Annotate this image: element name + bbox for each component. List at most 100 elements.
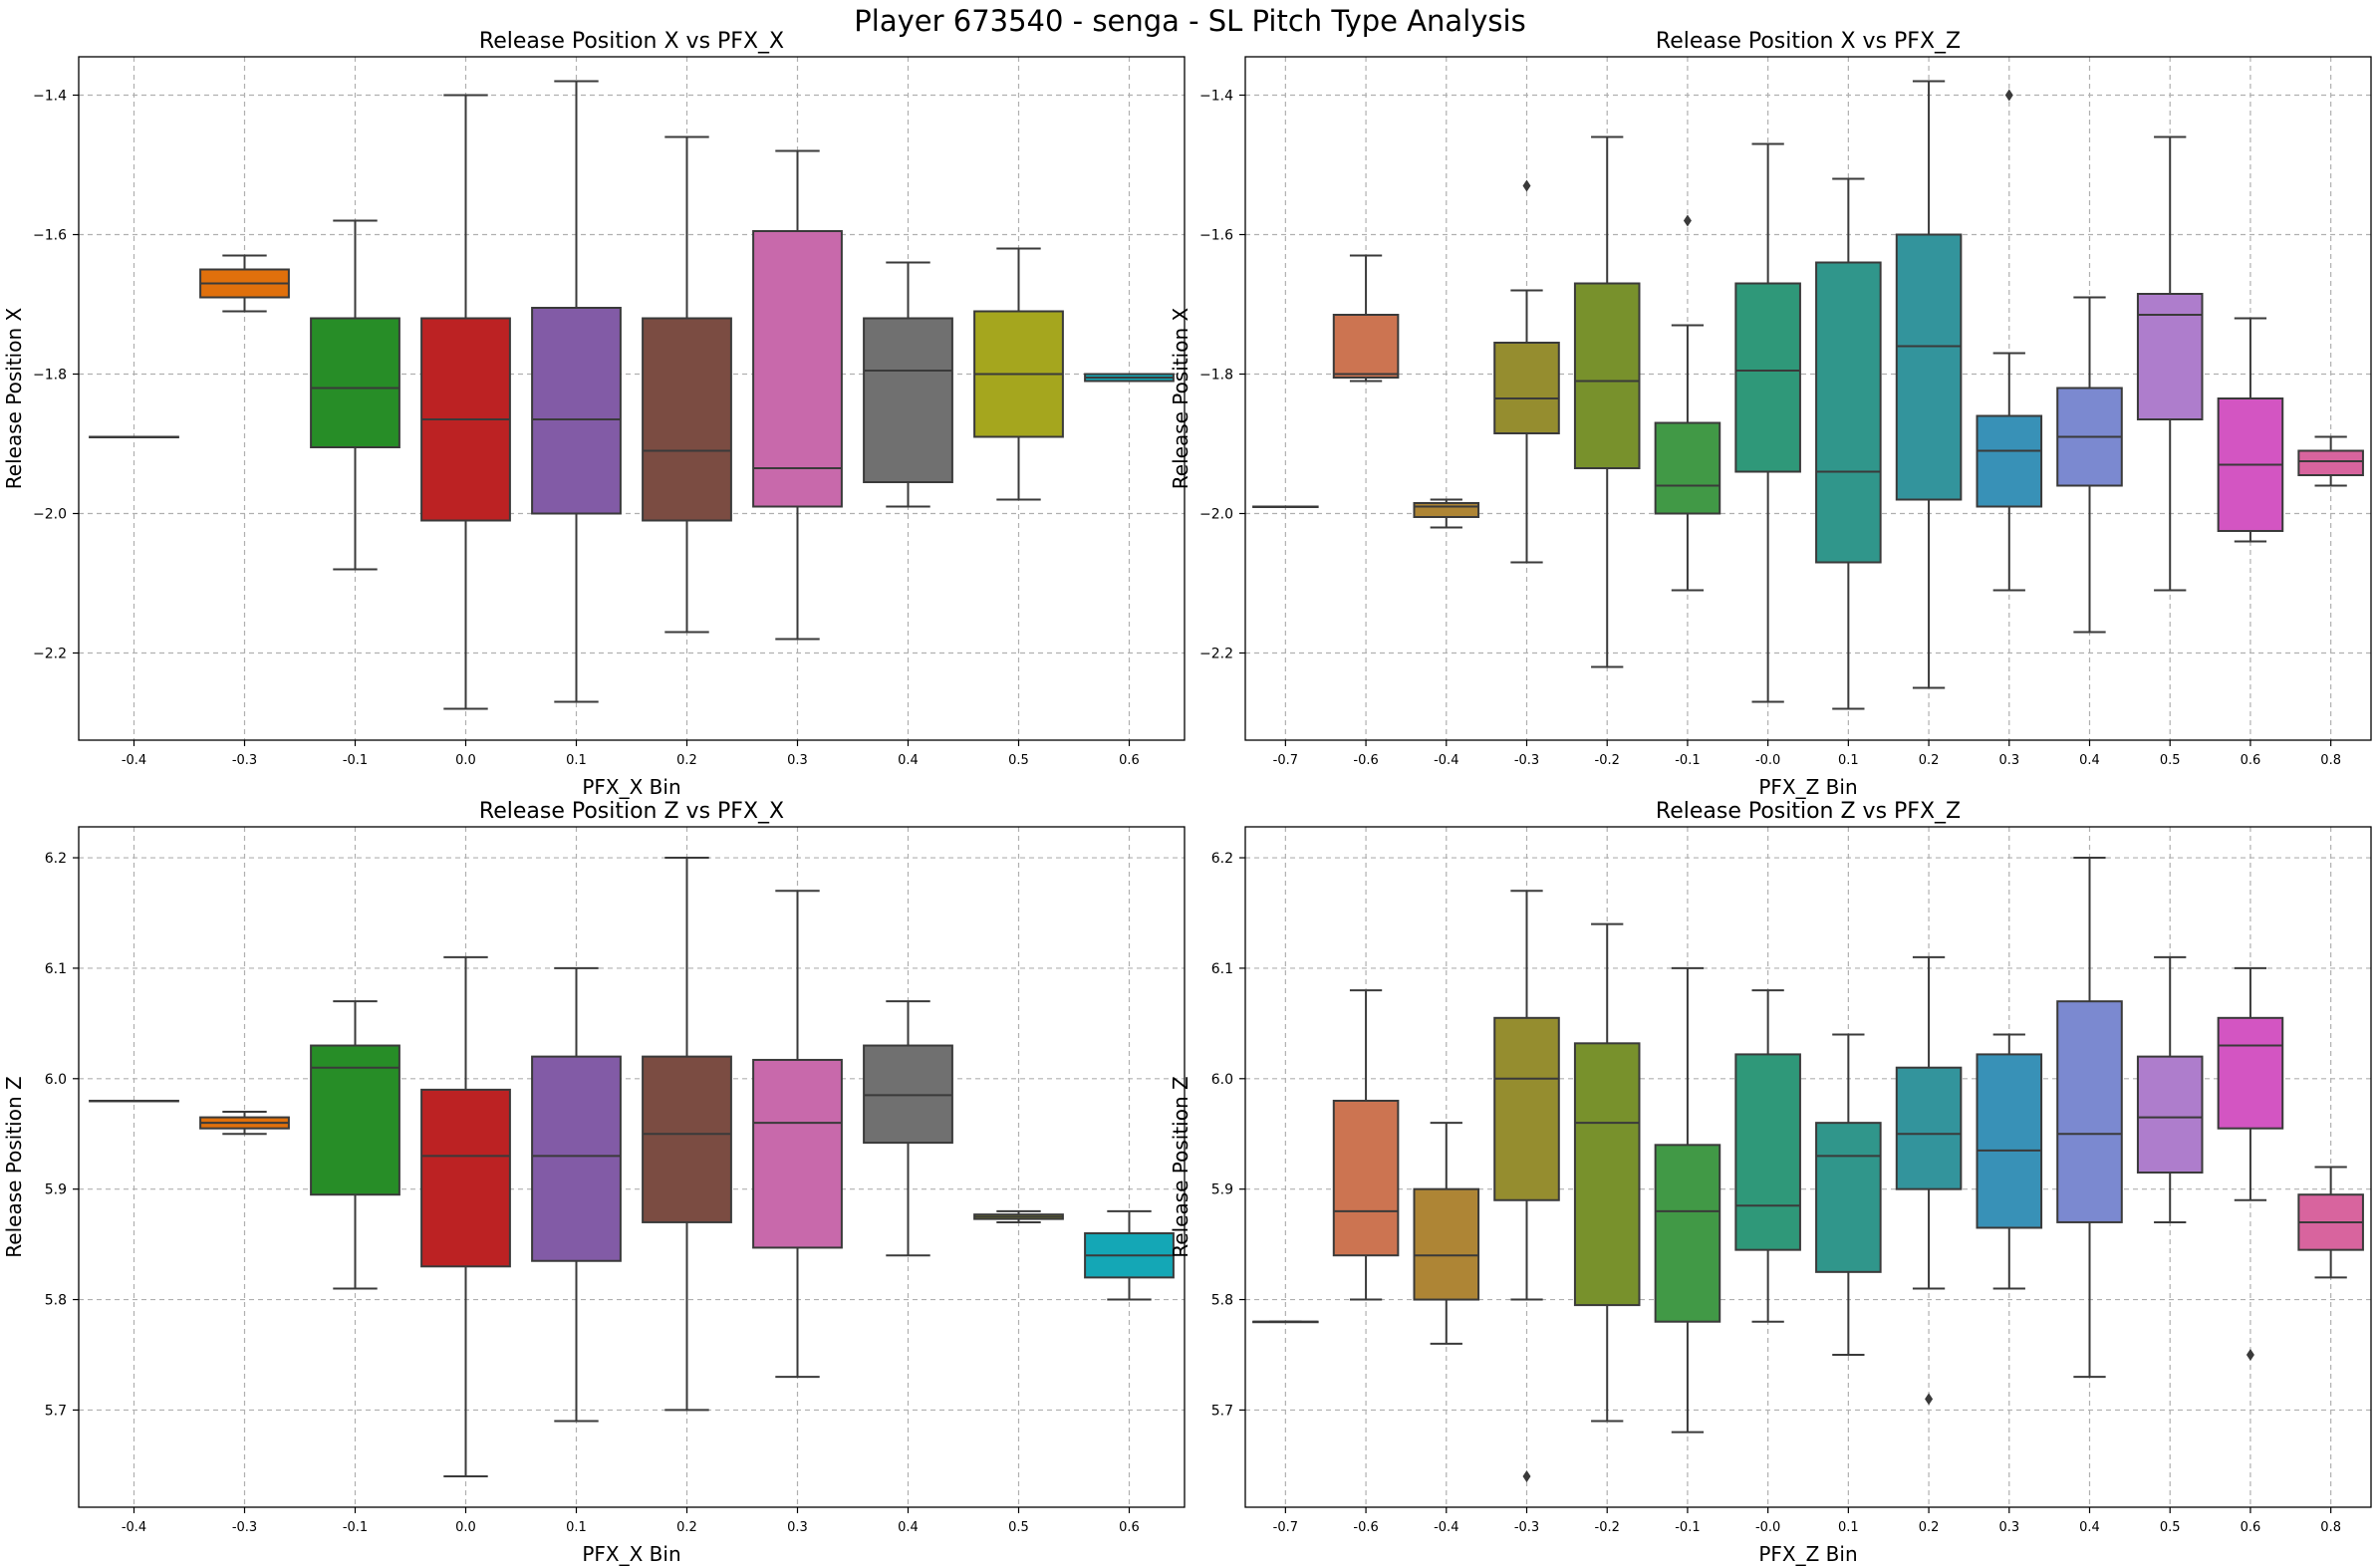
- x-tick-label: 0.1: [566, 1520, 587, 1535]
- x-axis-label: PFX_X Bin: [582, 1542, 680, 1566]
- figure-title: Player 673540 - senga - SL Pitch Type An…: [854, 4, 1526, 38]
- x-tick-label: 0.2: [1919, 753, 1940, 768]
- x-tick-label: -0.4: [1434, 1520, 1458, 1535]
- box-0.2: [1895, 80, 1963, 689]
- box-0.3: [752, 149, 843, 641]
- x-tick-label: -0.4: [1434, 753, 1458, 768]
- y-tick-label: 6.1: [45, 961, 67, 977]
- y-axis-label: Release Position Z: [2, 1076, 26, 1257]
- x-tick-label: -0.3: [232, 753, 257, 768]
- subplot-title: Release Position X vs PFX_X: [479, 29, 784, 54]
- axes-frame: [78, 56, 1186, 741]
- x-tick-label: 0.2: [676, 753, 697, 768]
- box--0.4: [1413, 498, 1480, 529]
- y-tick-label: −1.8: [33, 368, 67, 384]
- box-0.0: [420, 955, 511, 1477]
- box--0.3: [199, 254, 290, 313]
- box-0.1: [531, 80, 622, 703]
- box--0.2: [1573, 922, 1641, 1423]
- box-0.4: [863, 261, 953, 508]
- box-body: [2136, 293, 2204, 420]
- y-tick-label: 5.7: [1211, 1403, 1233, 1419]
- box-body: [1413, 1187, 1480, 1301]
- box-body: [2217, 1016, 2284, 1130]
- y-tick-label: 6.2: [45, 851, 67, 867]
- box--0.6: [1332, 989, 1400, 1301]
- x-tick-label: 0.0: [455, 753, 476, 768]
- box--0.4: [89, 435, 179, 438]
- x-tick-label: -0.6: [1353, 1520, 1378, 1535]
- outlier-point: [2004, 89, 2013, 102]
- outlier-point: [1925, 1393, 1934, 1406]
- box--0.3: [1493, 179, 1560, 564]
- box--0.4: [1413, 1122, 1480, 1345]
- box-0.3: [752, 890, 843, 1379]
- box-0.6: [2217, 966, 2284, 1361]
- y-tick-label: −1.6: [33, 228, 67, 244]
- x-tick-label: 0.3: [1998, 1520, 2019, 1535]
- box-body: [863, 1044, 953, 1145]
- subplot-2: −2.2 −2.0 −1.8 −1.6 −1.4 -0.7 -0.6 -0.4 -0.3 -0.2…: [1169, 29, 2372, 799]
- x-tick-label: 0.6: [2241, 1520, 2261, 1535]
- x-axis-label: PFX_X Bin: [582, 775, 680, 799]
- box-body: [1654, 1144, 1721, 1323]
- y-tick-label: 5.7: [45, 1403, 67, 1419]
- box-body: [2136, 1055, 2204, 1174]
- box-0.6: [1084, 373, 1175, 383]
- x-tick-label: -0.2: [1595, 1520, 1620, 1535]
- x-tick-label: 0.4: [2079, 1520, 2100, 1535]
- x-tick-label: 0.5: [1008, 1520, 1029, 1535]
- x-tick-label: 0.2: [676, 1520, 697, 1535]
- box-body: [642, 1055, 732, 1223]
- box--0.6: [1332, 254, 1400, 383]
- box-0.3: [1976, 89, 2043, 592]
- axes-frame: [1244, 56, 2372, 741]
- y-axis-label: Release Position X: [1169, 307, 1192, 489]
- box-0.6: [2217, 317, 2284, 543]
- box-body: [1895, 1066, 1963, 1190]
- subplot-title: Release Position Z vs PFX_Z: [1656, 799, 1961, 824]
- box--0.3: [1493, 890, 1560, 1482]
- x-tick-label: 0.8: [2320, 1520, 2341, 1535]
- box--0.4: [89, 1099, 179, 1103]
- box-body: [1895, 233, 1963, 501]
- box-body: [1332, 314, 1400, 379]
- outlier-point: [1683, 214, 1692, 227]
- subplot-4: 5.7 5.8 5.9 6.0 6.1 6.2 -0.7 -0.6 -0.4 -0.3 -0.2 -0…: [1169, 799, 2372, 1566]
- box-0.0: [420, 94, 511, 710]
- box-body: [310, 317, 400, 448]
- subplot-title: Release Position X vs PFX_Z: [1656, 29, 1961, 54]
- x-tick-label: -0.1: [343, 1520, 368, 1535]
- box--0.1: [310, 1000, 400, 1290]
- x-tick-label: -0.2: [1595, 753, 1620, 768]
- x-tick-label: -0.4: [122, 1520, 146, 1535]
- y-tick-label: −1.4: [1199, 89, 1233, 105]
- x-tick-label: 0.4: [898, 753, 919, 768]
- box-body: [2056, 1000, 2123, 1223]
- x-tick-label: 0.3: [787, 753, 808, 768]
- x-tick-label: 0.1: [566, 753, 587, 768]
- x-tick-label: -0.3: [1514, 753, 1539, 768]
- subplot-3: 5.7 5.8 5.9 6.0 6.1 6.2 -0.4 -0.3 -0.1 0.0 0.1 0.2 0…: [2, 799, 1186, 1566]
- box-body: [1976, 1053, 2043, 1229]
- box-body: [1734, 1053, 1801, 1251]
- x-tick-label: -0.1: [1675, 1520, 1700, 1535]
- x-tick-label: 0.4: [898, 1520, 919, 1535]
- x-tick-label: -0.0: [1755, 753, 1780, 768]
- box-body: [1413, 502, 1480, 518]
- y-tick-label: −2.0: [33, 507, 67, 523]
- y-tick-label: 5.9: [45, 1182, 67, 1198]
- x-tick-label: 0.4: [2079, 753, 2100, 768]
- x-tick-label: -0.7: [1273, 753, 1298, 768]
- box-body: [1815, 261, 1882, 564]
- x-tick-label: -0.1: [1675, 753, 1700, 768]
- x-tick-label: 0.0: [455, 1520, 476, 1535]
- box-body: [1573, 1042, 1641, 1307]
- y-tick-label: −1.4: [33, 89, 67, 105]
- x-tick-label: 0.3: [787, 1520, 808, 1535]
- subplot-title: Release Position Z vs PFX_X: [479, 799, 784, 824]
- box-body: [531, 307, 622, 515]
- y-axis-label: Release Position Z: [1169, 1076, 1192, 1257]
- x-tick-label: 0.8: [2320, 753, 2341, 768]
